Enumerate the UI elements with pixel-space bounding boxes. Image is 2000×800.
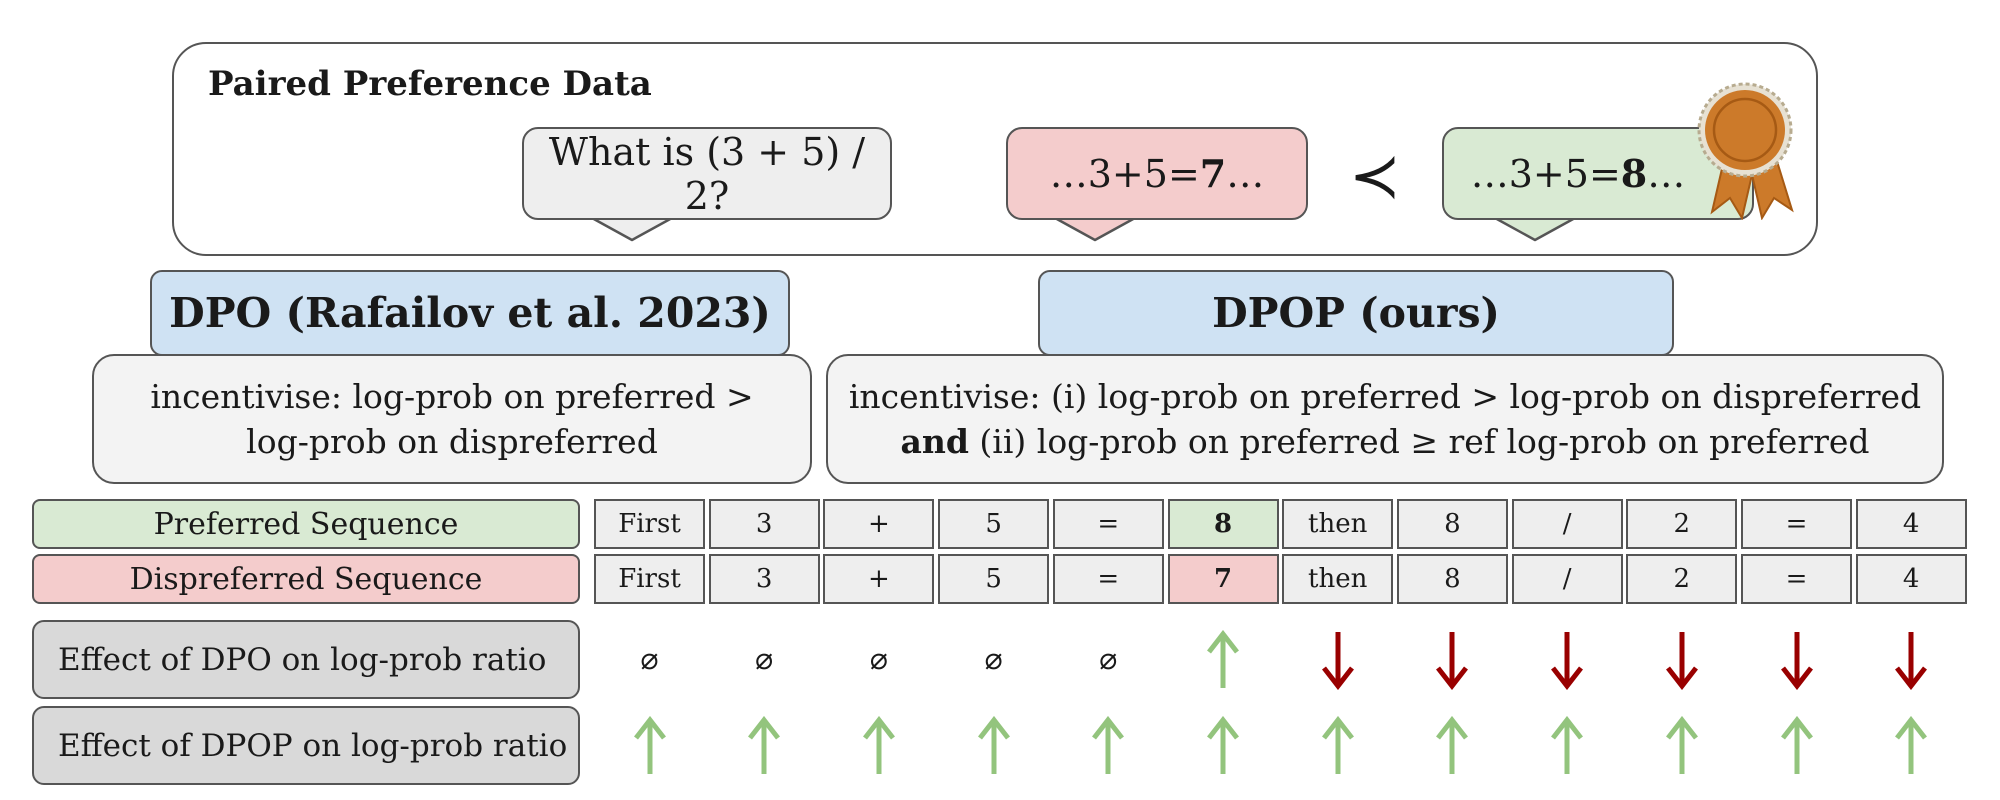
preferred-token: / [1511,499,1623,549]
award-ribbon-icon [1697,82,1794,220]
preferred-token: 3 [708,499,820,549]
dpop-effect-up-arrow-icon [823,706,934,785]
dpo-description-panel [92,354,812,484]
dpop-effect-up-arrow-icon [1741,706,1852,785]
preferred-token: then [1282,499,1394,549]
dpop-effect-up-arrow-icon [1053,706,1164,785]
dispreferred-answer-bubble: …3+5=7… [1006,127,1308,220]
dpop-effect-up-arrow-icon [1282,706,1393,785]
dpo-description: incentivise: log-prob on preferred > log… [150,377,754,461]
dispreferred-token: = [1052,554,1164,604]
dispreferred-token: 4 [1855,554,1967,604]
dpo-effect-no-effect-icon: ⌀ [869,642,888,677]
dpo-effect-down-arrow-icon [1397,620,1508,699]
dpop-effect-up-arrow-icon [709,706,820,785]
paired-preference-title: Paired Preference Data [208,64,652,104]
dispreferred-token: / [1511,554,1623,604]
dpo-effect-up-arrow-icon [1168,620,1279,699]
less-preferred-symbol: ≺ [1349,138,1401,212]
preferred-token: 8 [1167,499,1279,549]
preferred-token: 5 [938,499,1050,549]
preferred-answer-text: …3+5=8… [1470,151,1686,196]
dpo-effect-no-effect-icon: ⌀ [1099,642,1118,677]
dpo-effect-down-arrow-icon [1856,620,1967,699]
dispreferred-token: First [594,554,705,604]
preferred-sequence-label: Preferred Sequence [32,499,580,549]
dispreferred-token: 3 [708,554,820,604]
dispreferred-token: + [823,554,935,604]
dispreferred-token: = [1741,554,1852,604]
dpo-effect-down-arrow-icon [1741,620,1852,699]
dispreferred-token: 2 [1626,554,1738,604]
dpop-effect-up-arrow-icon [1168,706,1279,785]
preferred-token: 4 [1855,499,1967,549]
preferred-token: First [594,499,705,549]
dpo-effect-no-effect-icon: ⌀ [640,642,659,677]
dpop-effect-up-arrow-icon [1626,706,1737,785]
preferred-token: 8 [1396,499,1508,549]
dpop-effect-up-arrow-icon [1512,706,1623,785]
dpo-effect-no-effect-icon: ⌀ [984,642,1003,677]
dispreferred-token: then [1282,554,1394,604]
preferred-token: = [1741,499,1852,549]
dispreferred-token: 7 [1167,554,1279,604]
dpop-description: incentivise: (i) log-prob on preferred >… [848,377,1922,461]
dpop-title: DPOP (ours) [1038,270,1674,356]
dispreferred-token: 5 [938,554,1050,604]
question-bubble: What is (3 + 5) / 2? [522,127,892,220]
dpo-effect-down-arrow-icon [1512,620,1623,699]
dpo-effect-no-effect-icon: ⌀ [755,642,774,677]
dispreferred-token: 8 [1396,554,1508,604]
dpo-effect-down-arrow-icon [1626,620,1737,699]
dpop-effect-up-arrow-icon [938,706,1049,785]
dpop-effect-up-arrow-icon [1856,706,1967,785]
dpo-title: DPO (Rafailov et al. 2023) [150,270,790,356]
dispreferred-answer-text: …3+5=7… [1049,151,1265,196]
question-text: What is (3 + 5) / 2? [548,129,866,218]
dispreferred-sequence-label: Dispreferred Sequence [32,554,580,604]
dpop-effect-label: Effect of DPOP on log-prob ratio [32,706,580,785]
dpo-effect-down-arrow-icon [1282,620,1393,699]
dpop-effect-up-arrow-icon [594,706,705,785]
dpo-effect-label: Effect of DPO on log-prob ratio [32,620,580,699]
preferred-token: 2 [1626,499,1738,549]
preferred-token: = [1052,499,1164,549]
dpop-effect-up-arrow-icon [1397,706,1508,785]
preferred-token: + [823,499,935,549]
